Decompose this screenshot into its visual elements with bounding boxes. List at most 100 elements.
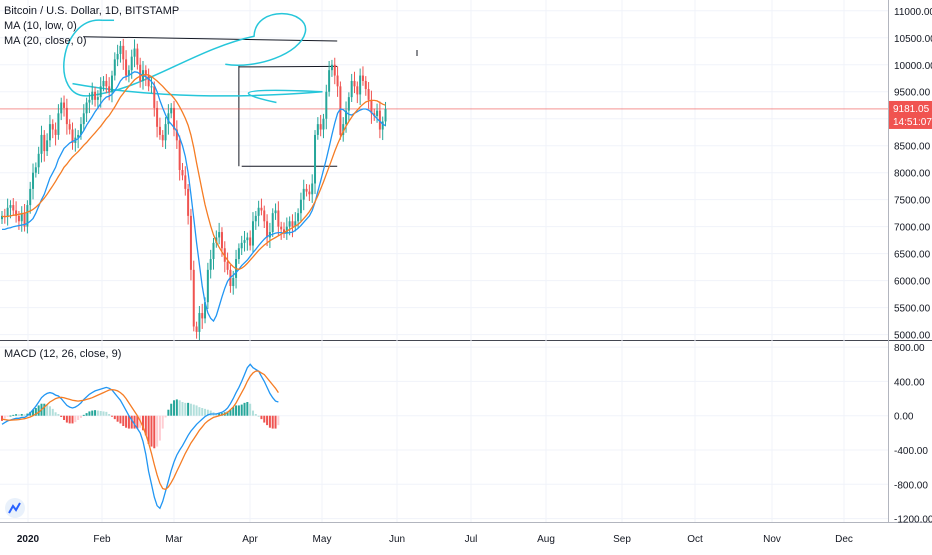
- macd-histogram-bar: [263, 415, 266, 423]
- macd-legend-label[interactable]: MACD (12, 26, close, 9): [4, 348, 122, 360]
- macd-histogram-bar: [175, 399, 178, 416]
- candle-body: [361, 75, 364, 81]
- macd-histogram-bar: [189, 403, 192, 416]
- macd-tick-label: -400.00: [894, 446, 928, 457]
- macd-histogram-bar: [226, 411, 229, 416]
- macd-legend[interactable]: MACD (12, 26, close, 9): [4, 347, 121, 362]
- macd-histogram-bar: [68, 415, 71, 424]
- macd-histogram-bar: [136, 415, 139, 429]
- candle-body: [96, 97, 99, 100]
- candle-body: [330, 64, 333, 71]
- macd-histogram-bar: [218, 413, 221, 416]
- tradingview-logo-icon[interactable]: [5, 498, 25, 518]
- macd-histogram-bar: [206, 409, 209, 416]
- candle-body: [181, 170, 184, 176]
- candle-body: [54, 129, 57, 135]
- candle-body: [9, 205, 12, 208]
- candle-body: [125, 59, 128, 76]
- macd-histogram-bar: [237, 405, 240, 416]
- macd-histogram-bar: [187, 402, 190, 416]
- macd-histogram-bar: [274, 415, 277, 429]
- candle-body: [29, 188, 32, 206]
- macd-histogram-bar: [119, 415, 122, 424]
- macd-histogram-bar: [9, 415, 12, 417]
- candle-body: [147, 75, 150, 87]
- candle-body: [133, 48, 136, 57]
- candle-body: [198, 313, 201, 332]
- ma10-line: [2, 71, 386, 323]
- macd-histogram-bar: [209, 410, 212, 416]
- price-tag-countdown: 14:51:07: [893, 117, 932, 128]
- candle-body: [113, 59, 116, 76]
- grid: [0, 0, 932, 523]
- candle-body: [40, 134, 43, 154]
- price-tick-label: 7000.00: [894, 223, 931, 234]
- candle-body: [342, 124, 345, 135]
- ellipse-annotation: [63, 13, 307, 97]
- ma10-legend[interactable]: MA (10, low, 0): [4, 20, 77, 32]
- macd-tick-label: 0.00: [894, 412, 914, 423]
- candle-body: [345, 110, 348, 125]
- macd-histogram-bar: [181, 402, 184, 416]
- ma20-line: [1, 73, 386, 270]
- price-tick-label: 8500.00: [894, 142, 931, 153]
- candle-body: [305, 188, 308, 192]
- candle-body: [316, 124, 319, 135]
- candle-body: [339, 86, 342, 135]
- candle-body: [130, 56, 133, 71]
- candle-body: [79, 124, 82, 135]
- candle-body: [91, 91, 94, 100]
- candle-body: [370, 99, 373, 114]
- candle-body: [240, 242, 243, 249]
- price-tick-label: 9500.00: [894, 88, 931, 99]
- candle-body: [23, 213, 26, 227]
- candle-body: [51, 124, 54, 130]
- macd-histogram-bar: [23, 414, 26, 416]
- candle-body: [108, 86, 111, 92]
- symbol-title[interactable]: Bitcoin / U.S. Dollar, 1D, BITSTAMP: [4, 5, 180, 17]
- candle-body: [68, 124, 71, 130]
- macd-histogram-bar: [32, 409, 35, 416]
- candle-body: [283, 229, 285, 234]
- macd-histogram-bar: [232, 407, 235, 416]
- macd-histogram-bar: [201, 408, 204, 416]
- macd-histogram-bar: [243, 402, 246, 416]
- macd-histogram-bar: [178, 400, 181, 416]
- candle-body: [94, 91, 97, 100]
- price-tick-label: 5500.00: [894, 304, 931, 315]
- price-tick-label: 5000.00: [894, 331, 931, 342]
- macd-histogram-bar: [54, 412, 57, 416]
- macd-histogram-bar: [251, 410, 254, 416]
- macd-histogram-bar: [51, 408, 54, 416]
- macd-histogram-bar: [122, 415, 125, 426]
- candle-body: [144, 70, 147, 76]
- macd-histogram-bar: [204, 408, 207, 416]
- candle-body: [206, 269, 209, 303]
- candle-body: [212, 242, 215, 260]
- macd-histogram-bar: [12, 414, 15, 416]
- macd-histogram-bar: [147, 415, 150, 444]
- axes[interactable]: 5000.00 5500.00 6000.00 6500.00 7000.00 7500.…: [17, 7, 932, 545]
- candle-body: [353, 80, 356, 87]
- candle-body: [189, 215, 192, 270]
- candle-body: [178, 140, 181, 170]
- candle-body: [32, 172, 35, 189]
- candle-body: [15, 210, 18, 216]
- candle-body: [364, 80, 367, 90]
- ma20-legend[interactable]: MA (20, close, 0): [4, 35, 87, 47]
- macd-histogram-bar: [20, 414, 23, 416]
- macd-histogram-bar: [235, 405, 238, 416]
- candle-body: [285, 226, 288, 234]
- macd-histogram-bar: [108, 414, 111, 416]
- time-tick-label: Feb: [93, 534, 111, 545]
- drawing-annotations[interactable]: [0, 13, 888, 167]
- macd-histogram-bar: [153, 415, 156, 449]
- price-tag-box: [889, 100, 932, 129]
- macd-histogram-bar: [116, 415, 119, 422]
- macd-histogram-bar: [26, 413, 29, 416]
- macd-histogram-bar: [229, 409, 232, 416]
- candle-body: [336, 75, 339, 87]
- curve-annotation: [72, 82, 323, 104]
